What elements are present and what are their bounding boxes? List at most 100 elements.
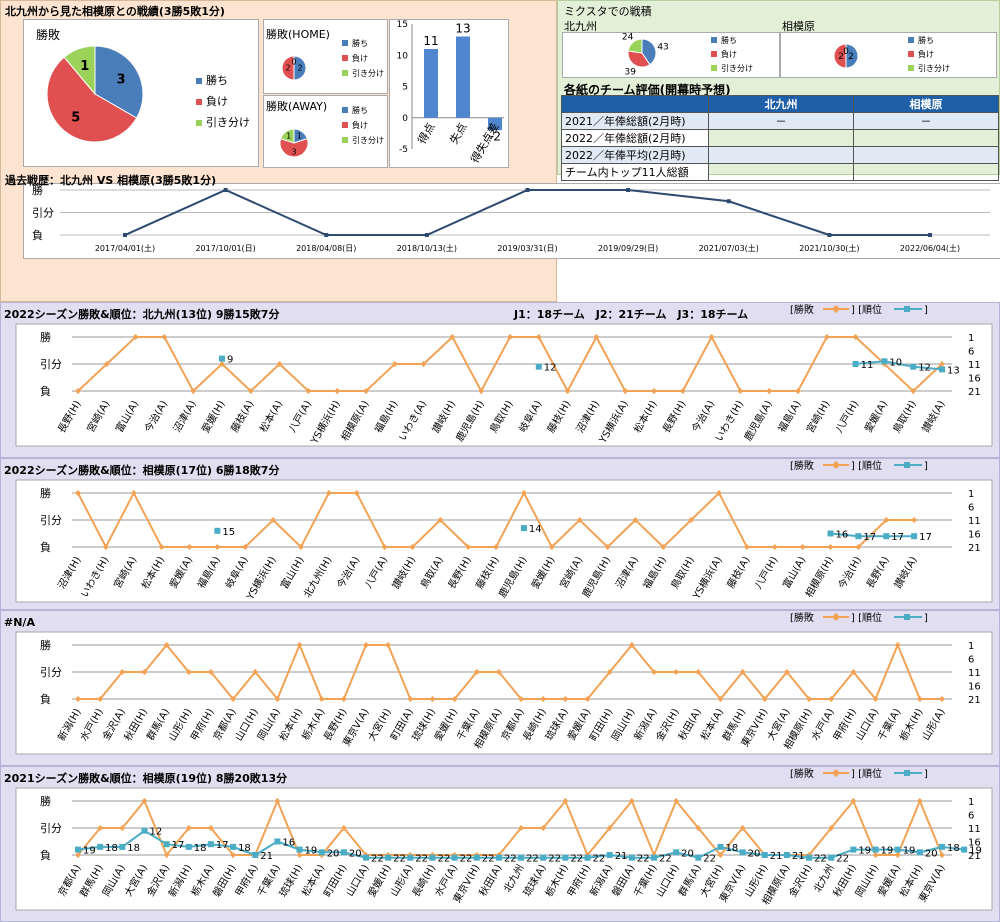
season-result-point: [606, 825, 613, 831]
season-result-point: [628, 642, 635, 648]
head2head-title: 北九州から見た相模原との戦績(3勝5敗1分): [5, 5, 225, 18]
season-rank-point: [606, 852, 613, 858]
season-result-point: [593, 334, 600, 340]
season-ytick-right: 16: [968, 682, 981, 693]
season-rank-label: 22: [526, 854, 539, 865]
eval-row: チーム内トップ11人総額: [561, 163, 999, 181]
season-result-point: [939, 696, 945, 702]
season-rank-label: 15: [222, 527, 235, 538]
season-rank-point: [850, 846, 857, 853]
pie-slice-label: 2: [297, 64, 302, 73]
season-result-point: [673, 669, 680, 675]
away-pie-title: 勝敗(AWAY): [266, 100, 328, 113]
history-xtick: 2019/09/29(日): [598, 244, 658, 253]
eval-row: 2022／年俸総額(2月時): [561, 129, 999, 147]
season-result-point: [535, 334, 542, 340]
season-result-point: [828, 696, 835, 702]
legend-label: 引き分け: [352, 136, 384, 145]
season-ytick-right: 6: [968, 655, 974, 666]
history-xtick: 2018/04/08(日): [296, 244, 356, 253]
pie-slice-label: 1: [80, 59, 89, 74]
season-result-point: [660, 544, 667, 550]
season-result-point: [823, 334, 830, 340]
season-rank-label: 22: [393, 854, 406, 865]
season-rank-point: [252, 852, 259, 858]
season-result-point: [564, 388, 571, 394]
season-rank-point: [916, 849, 923, 856]
legend-swatch: [342, 55, 348, 61]
season-result-point: [628, 798, 635, 804]
season-rank-label: 22: [437, 854, 450, 865]
season-title-sagamihara-2021: 2021シーズン勝敗&順位：相模原(19位) 8勝20敗13分: [4, 771, 287, 785]
season-result-point: [163, 642, 170, 648]
pie-slice-label: 2: [285, 64, 290, 73]
pie-slice-label: 2: [848, 52, 854, 62]
legend-swatch: [342, 122, 348, 128]
bar-category-label: 失点: [447, 121, 469, 147]
season-result-point: [340, 696, 347, 702]
history-point: [424, 233, 429, 237]
season-rank-point: [407, 854, 414, 861]
season-rank-label: 12: [149, 827, 162, 838]
season-rank-label: 22: [659, 854, 672, 865]
eval-value: －: [853, 112, 999, 130]
season-result-point: [771, 544, 778, 550]
season-result-point: [673, 798, 680, 804]
pie-slice-label: 5: [71, 110, 80, 125]
season-result-point: [219, 361, 225, 367]
season-result-point: [850, 798, 857, 804]
season-result-point: [708, 334, 715, 340]
season-result-point: [850, 669, 857, 675]
season-result-point: [158, 544, 165, 550]
history-point: [726, 199, 731, 204]
season-legend-close: ]: [924, 305, 928, 316]
season-ytick-right: 6: [968, 503, 974, 514]
season-plot-area: [15, 631, 993, 755]
season-rank-point: [673, 849, 680, 856]
legend-label: 勝ち: [918, 35, 934, 45]
season-result-point: [385, 642, 392, 648]
season-result-point: [739, 669, 746, 675]
season-legend-rank: ] [順位: [851, 767, 882, 780]
season-result-point: [242, 544, 249, 550]
season-result-point: [651, 388, 657, 394]
season-result-point: [230, 852, 237, 858]
season-result-point: [651, 669, 657, 675]
eval-header-kitakyushu: 北九州: [708, 95, 854, 113]
season-legend-result-marker: [832, 769, 840, 777]
season-legend-result: [勝敗: [790, 611, 814, 624]
season-result-point: [274, 696, 281, 702]
pie-slice-label: 24: [622, 32, 634, 42]
history-point: [928, 233, 932, 237]
season-ytick-right: 11: [968, 824, 981, 835]
history-xtick: 2021/10/30(土): [799, 243, 859, 253]
season-rank-label: 18: [725, 843, 738, 854]
pie-slice-label: 3: [116, 72, 125, 87]
season-ytick-left: 勝: [40, 638, 51, 652]
eval-value: [853, 146, 999, 164]
season-result-point: [296, 852, 303, 858]
season-ytick-right: 21: [968, 851, 981, 862]
eval-row: 2021／年俸総額(2月時) －－: [561, 112, 999, 130]
season-result-point: [695, 825, 702, 831]
season-title-sagamihara-2022: 2022シーズン勝敗&順位：相模原(17位) 6勝18敗7分: [4, 463, 279, 477]
mixta-title: ミクスタでの戦積: [564, 5, 652, 18]
season-rank-point: [827, 530, 834, 537]
season-legend-result: [勝敗: [790, 303, 814, 316]
season-result-point: [325, 490, 332, 496]
season-result-point: [334, 388, 341, 394]
home-pie-title: 勝敗(HOME): [266, 28, 330, 41]
season-legend-rank: ] [順位: [851, 611, 882, 624]
season-rank-point: [881, 358, 888, 365]
season-legend-close: ]: [924, 613, 928, 624]
season-rank-label: 19: [858, 846, 871, 857]
eval-label: 2022／年俸総額(2月時): [561, 129, 709, 147]
season-result-point: [717, 852, 724, 858]
season-rank-point: [274, 838, 281, 845]
legend-label: 引き分け: [721, 64, 753, 73]
season-result-point: [606, 669, 613, 675]
season-rank-line: [855, 360, 943, 371]
season-rank-label: 22: [504, 854, 517, 865]
season-rank-point: [852, 361, 859, 367]
season-result-point: [429, 696, 436, 702]
